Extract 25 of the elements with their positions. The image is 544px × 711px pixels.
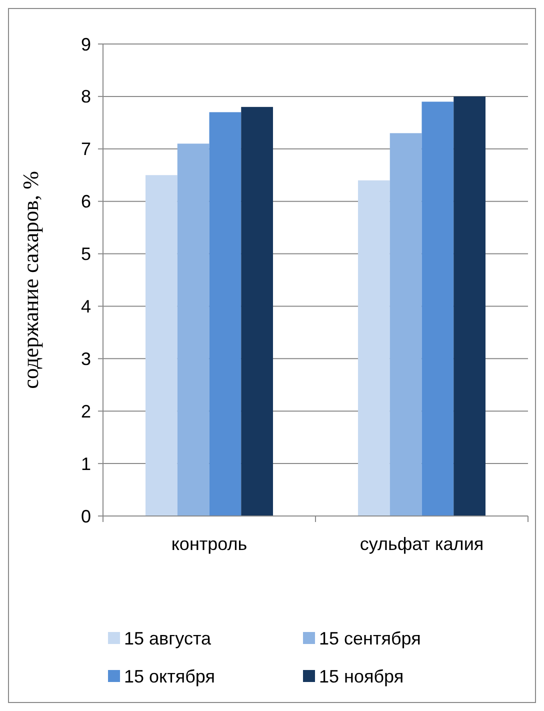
bar [454, 96, 486, 516]
y-tick-label: 8 [80, 86, 91, 107]
legend-label: 15 ноября [319, 666, 404, 686]
y-tick-label: 7 [80, 139, 91, 160]
x-tick-label: сульфат калия [360, 534, 484, 554]
bar [177, 144, 210, 516]
y-tick-label: 9 [80, 34, 91, 54]
bar [422, 102, 454, 516]
y-tick-label: 2 [80, 401, 91, 422]
bar [209, 112, 242, 516]
bar [358, 180, 390, 516]
bar [241, 106, 273, 516]
y-tick-label: 6 [80, 192, 91, 212]
bar [390, 133, 422, 516]
x-tick-label: контроль [171, 534, 248, 554]
legend-label: 15 сентября [319, 628, 421, 648]
y-tick-label: 4 [80, 296, 91, 317]
bar [146, 175, 178, 516]
y-tick-label: 5 [80, 244, 91, 264]
legend-label: 15 августа [124, 628, 212, 648]
y-axis-title: содержание сахаров, % [18, 171, 43, 389]
y-tick-label: 3 [80, 348, 91, 369]
legend-label: 15 октября [124, 666, 215, 686]
y-tick-label: 0 [80, 506, 91, 526]
y-tick-label: 1 [80, 454, 91, 474]
